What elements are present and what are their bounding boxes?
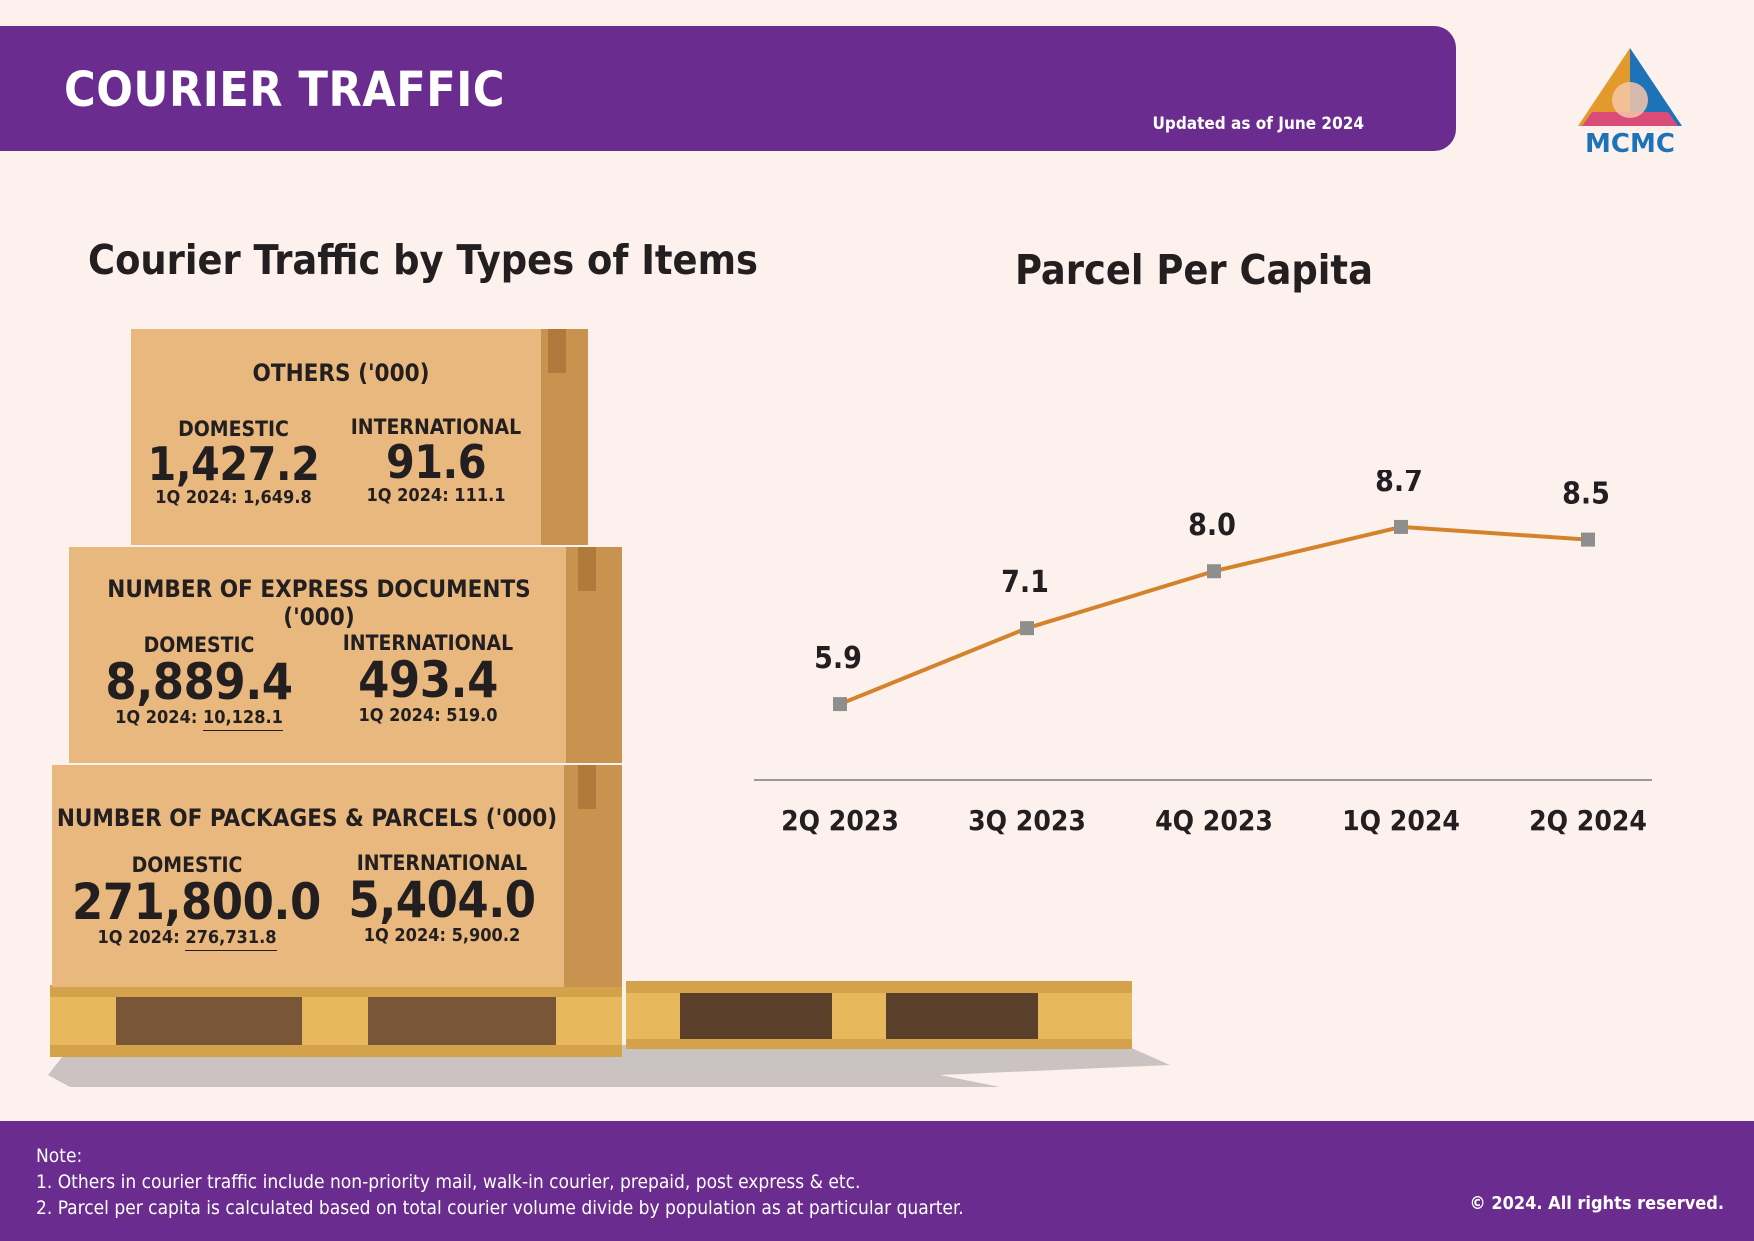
data-label: 8.0 — [1188, 508, 1236, 543]
box-others: OTHERS ('000) DOMESTIC 1,427.2 1Q 2024: … — [131, 329, 588, 545]
stat-previous: 1Q 2024: 276,731.8 — [72, 927, 302, 951]
x-tick-label: 2Q 2023 — [781, 804, 899, 837]
parcel-per-capita-chart: 5.9 2Q 2023 7.1 3Q 2023 8.0 4Q 2023 8.7 1Q 2024… — [754, 470, 1652, 837]
x-tick-label: 3Q 2023 — [968, 804, 1086, 837]
page-title: COURIER TRAFFIC — [64, 62, 505, 118]
stat-previous: 1Q 2024: 1,649.8 — [155, 487, 312, 508]
logo-text: MCMC — [1585, 129, 1675, 156]
footer-banner: Note: 1. Others in courier traffic inclu… — [0, 1121, 1754, 1241]
stat-previous-value: 276,731.8 — [185, 927, 277, 951]
data-point — [1020, 621, 1034, 636]
express-international: INTERNATIONAL 493.4 1Q 2024: 519.0 — [323, 631, 533, 727]
stat-value: 91.6 — [385, 435, 487, 489]
updated-date: Updated as of June 2024 — [1152, 114, 1364, 134]
mcmc-logo: MCMC — [1578, 48, 1682, 156]
note-item: 2. Parcel per capita is calculated based… — [36, 1197, 964, 1219]
box-tape — [578, 765, 596, 809]
stat-previous-label: 1Q 2024: — [97, 927, 186, 948]
stat-label: DOMESTIC — [143, 633, 255, 657]
box-tape — [578, 547, 596, 591]
pallet-illustration — [48, 981, 1170, 1087]
box-packages-parcels: NUMBER OF PACKAGES & PARCELS ('000) DOME… — [52, 765, 622, 987]
parcels-international: INTERNATIONAL 5,404.0 1Q 2024: 5,900.2 — [332, 851, 552, 947]
box-express-documents: NUMBER OF EXPRESS DOCUMENTS ('000) DOMES… — [69, 547, 622, 763]
box-title: NUMBER OF PACKAGES & PARCELS ('000) — [56, 804, 558, 832]
parcels-domestic: DOMESTIC 271,800.0 1Q 2024: 276,731.8 — [72, 853, 321, 951]
chart-title: Parcel Per Capita — [1015, 246, 1373, 294]
data-point — [1581, 532, 1595, 547]
stat-value: 493.4 — [358, 651, 498, 709]
data-point — [833, 697, 847, 712]
stat-value: 5,404.0 — [348, 871, 536, 929]
stat-previous: 1Q 2024: 10,128.1 — [89, 707, 309, 731]
data-label: 5.9 — [814, 641, 862, 676]
note-title: Note: — [36, 1145, 83, 1167]
footer-notes: Note: 1. Others in courier traffic inclu… — [36, 1143, 964, 1221]
express-domestic: DOMESTIC 8,889.4 1Q 2024: 10,128.1 — [89, 633, 309, 731]
others-international: INTERNATIONAL 91.6 1Q 2024: 111.1 — [331, 415, 541, 507]
stat-value: 1,427.2 — [147, 437, 320, 491]
box-title: OTHERS ('000) — [252, 359, 430, 387]
x-tick-label: 1Q 2024 — [1342, 804, 1460, 837]
stat-label: INTERNATIONAL — [350, 415, 522, 439]
box-tape — [548, 329, 566, 373]
header-banner: COURIER TRAFFIC Updated as of June 2024 — [0, 26, 1456, 151]
stat-previous-value: 10,128.1 — [202, 707, 283, 731]
data-point — [1394, 519, 1408, 534]
stat-label: DOMESTIC — [178, 417, 289, 441]
stat-label: DOMESTIC — [131, 853, 243, 877]
stat-previous: 1Q 2024: 5,900.2 — [363, 925, 521, 946]
x-tick-label: 2Q 2024 — [1529, 804, 1647, 837]
data-label: 8.5 — [1562, 477, 1610, 512]
stat-previous: 1Q 2024: 519.0 — [358, 705, 498, 726]
note-item: 1. Others in courier traffic include non… — [36, 1171, 861, 1193]
stat-label: INTERNATIONAL — [342, 631, 514, 655]
series-line — [839, 524, 1589, 706]
stat-previous: 1Q 2024: 111.1 — [366, 485, 506, 506]
data-label: 7.1 — [1001, 565, 1049, 600]
x-tick-label: 4Q 2023 — [1155, 804, 1273, 837]
stat-value: 8,889.4 — [105, 653, 293, 711]
stat-previous-label: 1Q 2024: — [115, 707, 203, 728]
data-label: 8.7 — [1375, 470, 1423, 499]
data-point — [1207, 564, 1221, 579]
others-domestic: DOMESTIC 1,427.2 1Q 2024: 1,649.8 — [131, 417, 336, 509]
copyright: © 2024. All rights reserved. — [1469, 1193, 1724, 1214]
box-title: NUMBER OF EXPRESS DOCUMENTS ('000) — [107, 575, 531, 631]
stat-label: INTERNATIONAL — [356, 851, 528, 875]
left-section-title: Courier Traffic by Types of Items — [88, 236, 758, 284]
stat-value: 271,800.0 — [72, 873, 321, 931]
